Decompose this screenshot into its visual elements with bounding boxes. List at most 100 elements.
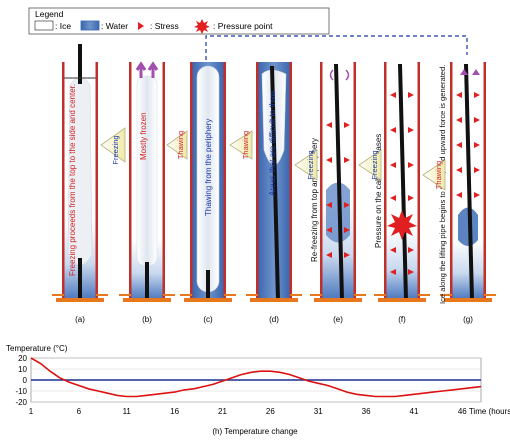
column-a: Freezing proceeds from the top to the si… [52, 44, 108, 324]
legend-ice-swatch [34, 20, 54, 31]
stress-arrow-up [135, 61, 147, 78]
thaw-water [458, 207, 478, 246]
legend-water-label: : Water [101, 21, 128, 31]
column-a-label: (a) [75, 315, 85, 324]
pipe-wall-right [417, 62, 420, 300]
column-a-text: Freezing proceeds from the top to the si… [68, 84, 77, 276]
column-d: Areas that are difficult to thaw (d) [246, 62, 302, 324]
ground-base [314, 298, 362, 302]
x-tick-label: 31 [314, 407, 323, 416]
chart-gridlines [31, 357, 481, 403]
column-b-text: Mostly frozen [139, 112, 148, 160]
pipe-wall-right [162, 62, 165, 300]
ground-base [378, 298, 426, 302]
pipe-wall-left [384, 62, 387, 300]
x-tick-label: 11 [123, 407, 132, 416]
legend-water-swatch [80, 20, 100, 31]
column-c-text: Thawing from the periphery [204, 119, 213, 216]
lifting-pipe [78, 44, 82, 84]
transition-5-text: Freezing [370, 150, 379, 179]
pipe-wall-left [190, 62, 193, 300]
x-tick-label: 46 Time (hours) [458, 407, 510, 416]
chart-y-ticks: 20 10 0 -10 -20 [15, 354, 27, 407]
column-e-text: Re-freezing from top and periphery [310, 138, 319, 262]
y-tick-label: 10 [18, 365, 27, 374]
cycle-link-dashed-arrow [205, 35, 468, 60]
stress-arrows [456, 92, 480, 198]
ground-base [184, 298, 232, 302]
chart-title: (h) Temperature change [212, 427, 298, 436]
ice-region [136, 75, 158, 267]
x-tick-label: 1 [29, 407, 34, 416]
transition-arrow-2: Thawing [166, 130, 188, 160]
transition-arrow-shape [100, 127, 126, 163]
column-c: Thawing from the periphery (c) [180, 62, 236, 324]
legend-pressure-label: : Pressure point [213, 21, 273, 31]
chart-x-ticks: 1 6 11 16 21 26 31 36 41 46 Time (hours) [29, 407, 510, 416]
chart-y-label: Temperature (°C) [6, 344, 68, 353]
pipe-wall-left [129, 62, 132, 300]
column-e: Re-freezing from top and periphery (e) [310, 62, 366, 324]
column-e-label: (e) [333, 315, 343, 324]
legend-title: Legend [35, 9, 64, 19]
water-region [452, 240, 484, 300]
lifting-pipe-lower [78, 258, 82, 300]
column-b: Mostly frozen (b) [119, 61, 175, 324]
column-f-label: (f) [398, 315, 406, 324]
transition-arrow-6: Thawing [422, 159, 446, 191]
x-tick-label: 36 [362, 407, 371, 416]
ground-base [56, 298, 104, 302]
lifting-pipe [270, 65, 280, 301]
pipe-wall-right [483, 62, 486, 300]
lifting-pipe [334, 63, 344, 301]
transition-arrow-1: Freezing [100, 127, 126, 165]
y-tick-label: 0 [23, 376, 28, 385]
transition-6-text: Thawing [434, 161, 443, 189]
transition-arrow-shape [166, 130, 188, 160]
pipe-wall-left [62, 62, 65, 300]
pipe-wall-right [289, 62, 292, 300]
pipe-wall-left [450, 62, 453, 300]
lifting-pipe [206, 270, 210, 300]
stress-arrow-up [147, 61, 159, 78]
x-tick-label: 26 [266, 407, 275, 416]
pressure-point-icon [387, 210, 417, 240]
column-f-text: Pressure on the cable increases [374, 134, 383, 248]
legend-ice-label: : Ice [55, 21, 71, 31]
transition-arrow-shape [358, 149, 382, 181]
column-b-label: (b) [142, 315, 152, 324]
legend-pressure-point-icon [194, 19, 210, 34]
x-tick-label: 41 [410, 407, 419, 416]
lifting-pipe [464, 63, 474, 301]
pipe-wall-right [223, 62, 226, 300]
column-c-label: (c) [203, 315, 213, 324]
stress-arrows [390, 92, 414, 275]
column-g-label: (g) [463, 315, 473, 324]
ground-base [444, 298, 492, 302]
water-region [386, 230, 418, 300]
stress-arrows [326, 122, 350, 258]
transition-2-text: Thawing [176, 131, 185, 159]
transition-arrow-4: Freezing [294, 149, 318, 181]
legend-stress-icon [138, 22, 144, 30]
transition-arrow-3: Thawing [229, 130, 253, 160]
transition-4-text: Freezing [306, 150, 315, 179]
legend: Legend : Ice : Water : Stress : Pressure… [28, 7, 330, 35]
x-tick-label: 16 [170, 407, 179, 416]
column-f: Pressure on the cable increases (f) [374, 62, 430, 324]
y-tick-label: 20 [18, 354, 27, 363]
column-g: Ice along the lifting pipe begins to tha… [438, 62, 496, 324]
x-tick-label: 21 [218, 407, 227, 416]
transition-1-text: Freezing [111, 135, 120, 164]
column-d-text: Areas that are difficult to thaw [268, 91, 277, 196]
y-tick-label: -10 [15, 387, 27, 396]
transition-arrow-shape [294, 149, 318, 181]
temperature-series-line [30, 357, 482, 398]
pipe-wall-right [353, 62, 356, 300]
pipe-wall-right [95, 62, 98, 300]
legend-stress-label: : Stress [150, 21, 179, 31]
ground-base [123, 298, 171, 302]
x-tick-label: 6 [77, 407, 82, 416]
